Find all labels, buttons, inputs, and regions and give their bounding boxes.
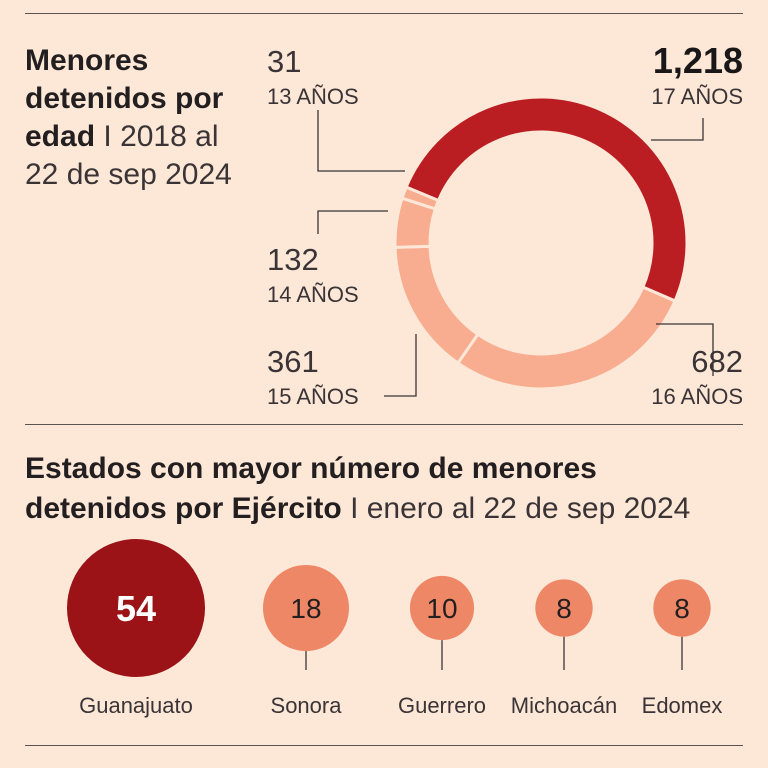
leader-14-line xyxy=(317,210,388,234)
leader-15-line xyxy=(384,334,417,397)
donut-value-17-anos: 1,218 xyxy=(653,40,743,81)
donut-category-14-anos: 14 AÑOS xyxy=(267,282,359,307)
bubble-guerrero xyxy=(409,575,475,641)
leader-13-line xyxy=(317,110,405,172)
donut-slice-17-anos xyxy=(404,95,689,303)
donut-value-15-anos: 361 xyxy=(267,344,319,379)
bottom-rule xyxy=(25,745,743,746)
donut-title-bold: Menores detenidos por edad xyxy=(25,44,224,153)
leader-17-line xyxy=(651,118,704,141)
donut-category-15-anos: 15 AÑOS xyxy=(267,384,359,409)
bubble-label-guerrero: Guerrero xyxy=(398,693,486,718)
bubble-guanajuato xyxy=(67,539,205,677)
donut-title: Menores detenidos por edad I 2018 al 22 … xyxy=(25,42,245,194)
bubble-title: Estados con mayor número de menores dete… xyxy=(25,449,743,529)
donut-value-13-anos: 31 xyxy=(267,44,301,79)
donut-chart: 1,218 17 AÑOS 682 16 AÑOS 361 15 AÑOS 132 14 AÑ… xyxy=(267,40,743,409)
donut-category-17-anos: 17 AÑOS xyxy=(651,84,743,109)
bubble-edomex xyxy=(653,579,711,637)
middle-rule xyxy=(25,424,743,425)
donut-slice-15-anos xyxy=(393,244,480,366)
donut-category-16-anos: 16 AÑOS xyxy=(651,384,743,409)
bubble-value-guerrero: 10 xyxy=(426,593,457,624)
donut-title-dates: 2018 al 22 de sep 2024 xyxy=(25,120,232,191)
donut-value-16-anos: 682 xyxy=(691,344,743,379)
bubble-label-michoacan: Michoacán xyxy=(511,693,617,718)
leader-16-line xyxy=(656,323,714,376)
bubble-title-bold: Estados con mayor número de menores dete… xyxy=(25,452,597,525)
bubble-sonora xyxy=(262,564,350,652)
donut-slice-13-anos xyxy=(400,185,441,211)
bubble-value-michoacan: 8 xyxy=(556,593,572,624)
donut-value-14-anos: 132 xyxy=(267,242,319,277)
bubble-label-edomex: Edomex xyxy=(642,693,723,718)
donut-slice-16-anos xyxy=(455,285,677,391)
bubble-title-separator: I xyxy=(350,492,359,525)
bubble-michoacan xyxy=(535,579,593,637)
bubble-value-guanajuato: 54 xyxy=(116,588,156,629)
bubble-title-dates: enero al 22 de sep 2024 xyxy=(366,492,691,525)
donut-title-separator: I xyxy=(103,120,112,153)
bubble-label-guanajuato: Guanajuato xyxy=(79,693,193,718)
top-rule xyxy=(25,13,743,14)
donut-category-13-anos: 13 AÑOS xyxy=(267,84,359,109)
bubble-value-edomex: 8 xyxy=(674,593,690,624)
bubble-label-sonora: Sonora xyxy=(271,693,343,718)
bubble-chart: 54 Guanajuato 18 Sonora 10 Guerrero 8 Michoacán… xyxy=(67,539,723,718)
bubble-value-sonora: 18 xyxy=(290,593,321,624)
